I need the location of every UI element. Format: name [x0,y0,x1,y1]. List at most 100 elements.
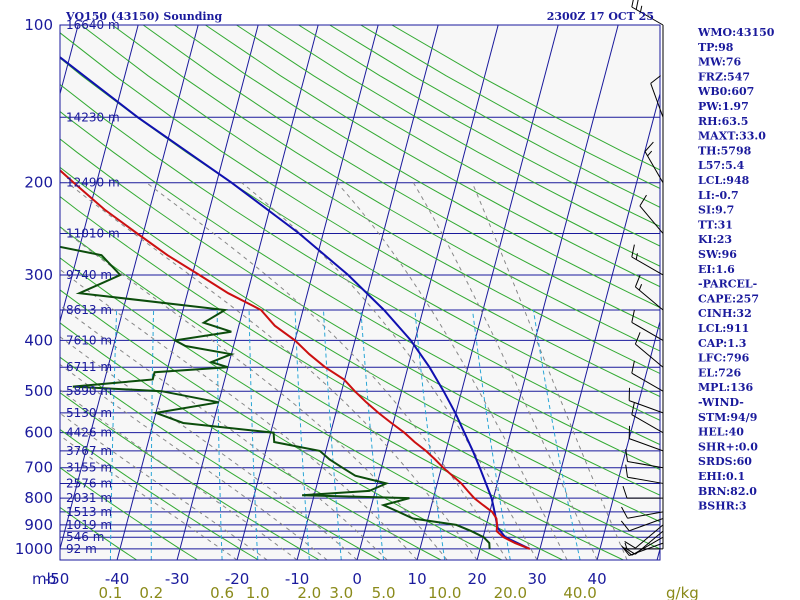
isotherm-line [416,25,559,560]
temperature-trace [60,169,531,550]
moist-adiabat [60,226,448,560]
index-value: MW:76 [698,56,741,69]
mixing-unit-label: g/kg [666,584,699,600]
dry-adiabat [60,257,563,560]
index-value: SHR+:0.0 [698,440,758,453]
dry-adiabat [60,138,660,496]
height-label: 5890 m [66,384,112,398]
index-value: -PARCEL- [698,278,757,291]
index-value: LFC:796 [698,352,750,365]
isotherm-line [60,25,139,324]
pressure-tick-label: 900 [24,516,53,534]
mixing-ratio-label: 20.0 [494,584,527,600]
height-label: 8613 m [66,303,112,317]
mixing-ratio-label: 5.0 [372,584,396,600]
height-label: 5130 m [66,406,112,420]
plot-frame [59,24,661,561]
moist-adiabat [471,182,628,560]
wind-barb [631,244,664,276]
temperature-tick-label: 30 [528,570,547,588]
wind-barb [639,194,664,234]
mixing-ratio-line [323,309,342,560]
pressure-tick-label: 1000 [15,540,53,558]
wind-barb [624,524,664,549]
mixing-ratio-line [216,309,223,560]
index-value: L57:5.4 [698,159,745,172]
index-value: RH:63.5 [698,115,748,128]
moist-adiabat [412,182,598,560]
wind-barb [631,309,664,341]
dry-adiabat [60,83,660,446]
mixing-ratio-line [472,309,511,560]
wind-barb [650,75,664,118]
index-value: HEL:40 [698,426,744,439]
dry-adiabat [60,110,660,471]
index-value: STM:94/9 [698,411,757,424]
moist-adiabat [60,336,358,560]
index-value: CINH:32 [698,307,752,320]
height-label: 2576 m [66,476,112,490]
wind-barb [628,425,664,452]
index-value: CAPE:257 [698,292,759,305]
index-value: TH:5798 [698,144,752,157]
moist-adiabat [60,412,268,560]
height-label: 546 m [66,530,104,544]
index-value: EHI:0.1 [698,470,745,483]
index-value: LCL:911 [698,322,749,335]
index-value: TT:31 [698,218,733,231]
height-label: 14230 m [66,110,120,124]
parcel-trace [60,55,531,550]
temperature-tick-label: 0 [352,570,362,588]
wind-barb [634,332,664,368]
height-label: 6711 m [66,360,112,374]
moist-adiabat [336,182,568,560]
index-value: PW:1.97 [698,100,749,113]
index-value: TP:98 [698,41,734,54]
index-value: LI:-0.7 [698,189,739,202]
height-label: 2031 m [66,491,112,505]
wind-barb [624,530,664,555]
dry-adiabat [236,25,660,267]
profiles [60,55,531,550]
wind-barb [631,402,664,434]
wind-barb [621,506,664,519]
index-value: WMO:43150 [697,26,775,39]
moist-adiabat [60,268,418,560]
index-value: BSHR:3 [698,500,747,513]
wind-barb [625,464,664,484]
moist-adiabat [60,434,238,560]
dry-adiabat [60,322,442,560]
mixing-ratio-label: 1.0 [246,584,270,600]
moist-adiabat [60,389,298,560]
index-value: LCL:948 [698,174,750,187]
grid-lines [60,25,660,560]
dry-adiabat [205,25,660,288]
height-label: 16640 m [66,18,120,32]
wind-barb [644,141,664,183]
dry-adiabat [60,32,660,398]
mixing-ratio-label: 40.0 [563,584,596,600]
index-value: SRDS:60 [698,455,752,468]
wind-barb [624,542,664,550]
plot-background [60,25,660,560]
wind-barb [628,387,664,414]
mixing-ratio-label: 0.6 [210,584,234,600]
pressure-tick-label: 200 [24,174,53,192]
mixing-ratio-line [248,309,259,560]
dry-adiabat [267,25,660,247]
mixing-ratio-line [414,309,446,560]
index-value: MAXT:33.0 [698,130,766,143]
wind-barb [622,536,664,556]
station-title: VQ150 (43150) Sounding [65,10,223,23]
temperature-tick-label: -40 [105,570,130,588]
index-value: SI:9.7 [698,204,734,217]
index-value: MPL:136 [698,381,754,394]
mixing-ratio-label: 10.0 [428,584,461,600]
height-label: 1513 m [66,505,112,519]
mixing-ratio-line [150,309,155,560]
pressure-tick-label: 400 [24,331,53,349]
index-value: CAP:1.3 [698,337,746,350]
temperature-tick-label: 20 [468,570,487,588]
